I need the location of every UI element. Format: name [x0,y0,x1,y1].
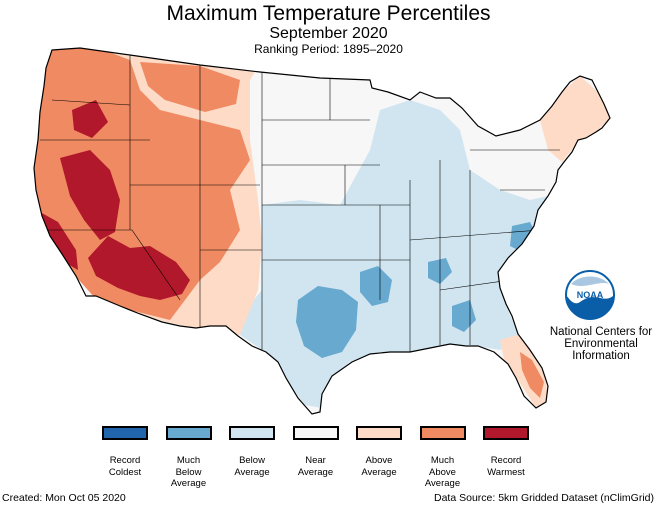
legend-swatch-2 [229,426,275,440]
ranking-period: Ranking Period: 1895–2020 [254,42,403,56]
created-date: Created: Mon Oct 05 2020 [2,492,126,504]
legend-label-4: Above Average [361,455,397,478]
much-below-texas [296,286,358,358]
legend-label-0: Record Coldest [108,455,142,478]
legend-label-5: Much Above Average [424,455,461,489]
ncei-line-1: National Centers for [549,326,653,338]
legend-label-3: Near Average [297,455,334,478]
legend-label-6: Record Warmest [487,455,525,478]
data-source: Data Source: 5km Gridded Dataset (nClimG… [434,492,654,504]
legend-swatch-4 [356,426,402,440]
record-warmest-coast [40,212,78,270]
legend-swatch-6 [483,426,529,440]
state-borders [40,55,560,352]
ncei-line-2: Environmental [564,338,638,350]
much-above-montana [140,62,240,112]
record-warmest-southwest [88,236,190,300]
much-below-ar-la [360,266,392,306]
ncei-line-3: Information [572,350,630,362]
above-average-northeast [540,76,610,162]
record-warmest-oregon [72,100,108,138]
noaa-logo: NOAA [565,270,615,320]
legend-label-2: Below Average [234,455,270,478]
much-above-florida [520,352,544,398]
map-title: Maximum Temperature Percentiles [166,2,491,25]
noaa-logo-text: NOAA [577,290,604,300]
record-warmest-california [60,150,120,240]
percentile-legend: Record Coldest Much Below Average Below Averag… [0,426,657,496]
legend-swatch-3 [292,426,339,440]
legend-swatch-1 [165,426,212,440]
legend-label-1: Much Below Average [170,455,207,489]
ncei-label: National Centers for Environmental Infor… [545,326,657,362]
legend-swatch-5 [419,426,466,440]
legend-swatch-0 [102,426,148,440]
percentile-fill-layer [34,48,610,414]
map-subtitle: September 2020 [269,25,388,42]
